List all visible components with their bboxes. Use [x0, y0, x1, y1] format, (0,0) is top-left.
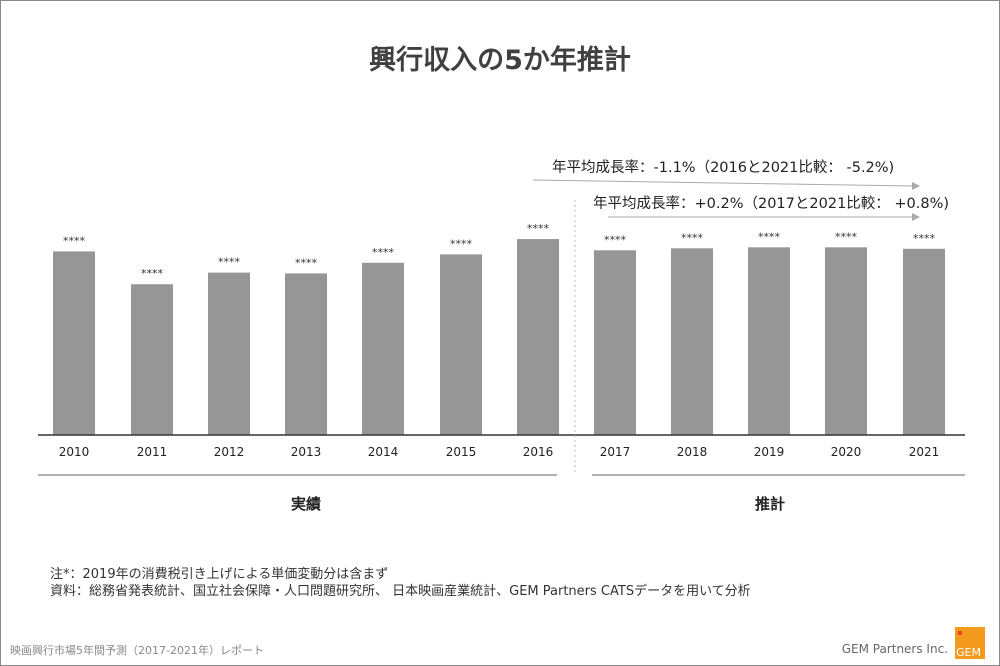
annotation-cagr-2016: 年平均成長率：-1.1%（2016と2021比較： -5.2%) — [552, 158, 894, 176]
x-tick-label: 2011 — [137, 445, 168, 459]
company-name: GEM Partners Inc. — [841, 642, 948, 656]
group-label-forecast: 推計 — [755, 495, 785, 513]
bar-2017 — [594, 250, 636, 435]
x-tick-label: 2016 — [523, 445, 554, 459]
arrow-head-icon — [912, 213, 920, 221]
x-tick-label: 2015 — [446, 445, 477, 459]
note-source: 資料：総務省発表統計、国立社会保障・人口問題研究所、 日本映画産業統計、GEM … — [50, 584, 751, 599]
x-tick-label: 2014 — [368, 445, 399, 459]
data-label: **** — [913, 232, 936, 245]
data-label: **** — [218, 256, 241, 269]
chart-title: 興行収入の5か年推計 — [369, 45, 631, 76]
data-label: **** — [835, 230, 858, 243]
data-label: **** — [295, 256, 318, 269]
bar-2018 — [671, 248, 713, 435]
bar-2014 — [362, 262, 404, 435]
logo-text: GEM — [956, 646, 981, 659]
x-tick-label: 2018 — [677, 445, 708, 459]
data-label: **** — [63, 234, 86, 247]
gem-logo: GEM — [955, 627, 985, 659]
bar-2012 — [208, 272, 250, 435]
bar-2010 — [53, 251, 95, 435]
data-label: **** — [604, 233, 627, 246]
annotation-arrow-1 — [532, 179, 913, 187]
annotation-cagr-2017: 年平均成長率：+0.2%（2017と2021比較： +0.8%) — [593, 194, 949, 212]
footer-report-title: 映画興行市場5年間予測（2017-2021年）レポート — [10, 644, 264, 657]
bar-2021 — [903, 248, 945, 435]
x-tick-label: 2019 — [754, 445, 785, 459]
x-tick-label: 2020 — [831, 445, 862, 459]
bar-2016 — [517, 239, 559, 435]
bar-2011 — [131, 284, 173, 435]
arrow-head-icon — [912, 182, 920, 190]
bar-2013 — [285, 273, 327, 435]
note-tax: 注*：2019年の消費税引き上げによる単価変動分は含まず — [50, 567, 389, 582]
group-label-actual: 実績 — [291, 495, 321, 513]
bar-2015 — [440, 254, 482, 435]
data-label: **** — [450, 237, 473, 250]
x-tick-label: 2017 — [600, 445, 631, 459]
data-label: **** — [141, 267, 164, 280]
x-tick-label: 2012 — [214, 445, 245, 459]
x-tick-label: 2013 — [291, 445, 322, 459]
bar-2019 — [748, 247, 790, 435]
data-label: **** — [527, 222, 550, 235]
x-tick-label: 2010 — [59, 445, 90, 459]
data-label: **** — [758, 230, 781, 243]
x-tick-label: 2021 — [909, 445, 940, 459]
bar-2020 — [825, 247, 867, 435]
data-label: **** — [372, 246, 395, 259]
data-label: **** — [681, 231, 704, 244]
